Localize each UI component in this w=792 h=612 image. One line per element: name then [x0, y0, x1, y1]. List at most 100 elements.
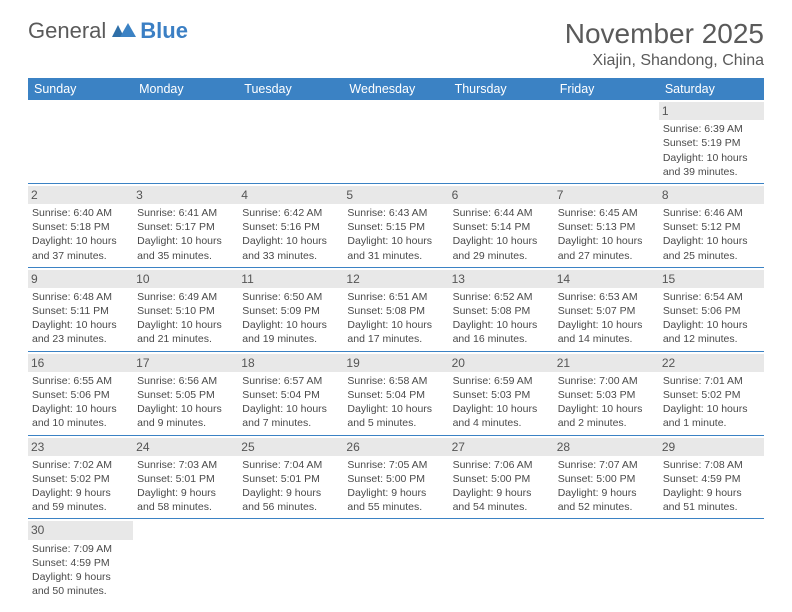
day-number: 9	[28, 270, 133, 288]
calendar-cell: 7Sunrise: 6:45 AMSunset: 5:13 PMDaylight…	[554, 183, 659, 267]
sunrise-line: Sunrise: 6:55 AM	[32, 374, 129, 388]
sunset-line: Sunset: 5:00 PM	[558, 472, 655, 486]
sunrise-line: Sunrise: 6:44 AM	[453, 206, 550, 220]
daylight-line: Daylight: 10 hours and 5 minutes.	[347, 402, 444, 430]
sunrise-line: Sunrise: 6:49 AM	[137, 290, 234, 304]
daylight-line: Daylight: 9 hours and 54 minutes.	[453, 486, 550, 514]
calendar-cell: 8Sunrise: 6:46 AMSunset: 5:12 PMDaylight…	[659, 183, 764, 267]
sunset-line: Sunset: 5:02 PM	[32, 472, 129, 486]
calendar-cell: 21Sunrise: 7:00 AMSunset: 5:03 PMDayligh…	[554, 351, 659, 435]
daylight-line: Daylight: 10 hours and 19 minutes.	[242, 318, 339, 346]
calendar-cell: 19Sunrise: 6:58 AMSunset: 5:04 PMDayligh…	[343, 351, 448, 435]
sunrise-line: Sunrise: 7:05 AM	[347, 458, 444, 472]
day-number: 12	[343, 270, 448, 288]
day-number: 28	[554, 438, 659, 456]
sunset-line: Sunset: 5:01 PM	[242, 472, 339, 486]
day-number: 1	[659, 102, 764, 120]
calendar-cell: 14Sunrise: 6:53 AMSunset: 5:07 PMDayligh…	[554, 267, 659, 351]
calendar-cell: 9 Sunrise: 6:48 AMSunset: 5:11 PMDaylight…	[28, 267, 133, 351]
daylight-line: Daylight: 10 hours and 39 minutes.	[663, 151, 760, 179]
title-block: November 2025 Xiajin, Shandong, China	[565, 18, 764, 70]
sunset-line: Sunset: 5:07 PM	[558, 304, 655, 318]
calendar-cell	[554, 100, 659, 183]
sunrise-line: Sunrise: 6:43 AM	[347, 206, 444, 220]
sunrise-line: Sunrise: 6:45 AM	[558, 206, 655, 220]
daylight-line: Daylight: 10 hours and 17 minutes.	[347, 318, 444, 346]
sunset-line: Sunset: 5:19 PM	[663, 136, 760, 150]
daylight-line: Daylight: 10 hours and 10 minutes.	[32, 402, 129, 430]
daylight-line: Daylight: 10 hours and 21 minutes.	[137, 318, 234, 346]
day-number: 17	[133, 354, 238, 372]
sunrise-line: Sunrise: 7:02 AM	[32, 458, 129, 472]
daylight-line: Daylight: 10 hours and 23 minutes.	[32, 318, 129, 346]
sunrise-line: Sunrise: 6:53 AM	[558, 290, 655, 304]
day-header: Sunday	[28, 78, 133, 100]
day-number: 15	[659, 270, 764, 288]
sunset-line: Sunset: 5:04 PM	[242, 388, 339, 402]
calendar-cell: 23Sunrise: 7:02 AMSunset: 5:02 PMDayligh…	[28, 435, 133, 519]
calendar-cell: 30Sunrise: 7:09 AMSunset: 4:59 PMDayligh…	[28, 519, 133, 602]
daylight-line: Daylight: 9 hours and 58 minutes.	[137, 486, 234, 514]
logo-text-general: General	[28, 18, 106, 44]
day-number: 22	[659, 354, 764, 372]
calendar-cell: 24Sunrise: 7:03 AMSunset: 5:01 PMDayligh…	[133, 435, 238, 519]
daylight-line: Daylight: 10 hours and 12 minutes.	[663, 318, 760, 346]
daylight-line: Daylight: 10 hours and 1 minute.	[663, 402, 760, 430]
calendar-cell: 27Sunrise: 7:06 AMSunset: 5:00 PMDayligh…	[449, 435, 554, 519]
calendar-cell: 15 Sunrise: 6:54 AMSunset: 5:06 PMDayligh…	[659, 267, 764, 351]
sunrise-line: Sunrise: 6:56 AM	[137, 374, 234, 388]
day-number: 26	[343, 438, 448, 456]
sunset-line: Sunset: 5:14 PM	[453, 220, 550, 234]
sunrise-line: Sunrise: 6:48 AM	[32, 290, 129, 304]
sunrise-line: Sunrise: 6:57 AM	[242, 374, 339, 388]
sunset-line: Sunset: 5:11 PM	[32, 304, 129, 318]
calendar-cell: 1 Sunrise: 6:39 AMSunset: 5:19 PMDaylight…	[659, 100, 764, 183]
day-header: Wednesday	[343, 78, 448, 100]
calendar-body: 1Sunrise: 6:39 AMSunset: 5:19 PMDaylight…	[28, 100, 764, 602]
day-header: Saturday	[659, 78, 764, 100]
sunrise-line: Sunrise: 7:08 AM	[663, 458, 760, 472]
page-title-month: November 2025	[565, 18, 764, 50]
daylight-line: Daylight: 10 hours and 7 minutes.	[242, 402, 339, 430]
sunset-line: Sunset: 5:06 PM	[663, 304, 760, 318]
day-number: 10	[133, 270, 238, 288]
day-number: 2	[28, 186, 133, 204]
daylight-line: Daylight: 9 hours and 50 minutes.	[32, 570, 129, 598]
calendar-cell: 13Sunrise: 6:52 AMSunset: 5:08 PMDayligh…	[449, 267, 554, 351]
daylight-line: Daylight: 10 hours and 16 minutes.	[453, 318, 550, 346]
calendar-table: SundayMondayTuesdayWednesdayThursdayFrid…	[28, 78, 764, 602]
calendar-header-row: SundayMondayTuesdayWednesdayThursdayFrid…	[28, 78, 764, 100]
calendar-cell: 4Sunrise: 6:42 AMSunset: 5:16 PMDaylight…	[238, 183, 343, 267]
calendar-cell	[449, 100, 554, 183]
calendar-cell: 28Sunrise: 7:07 AMSunset: 5:00 PMDayligh…	[554, 435, 659, 519]
sunset-line: Sunset: 5:05 PM	[137, 388, 234, 402]
calendar-cell: 12Sunrise: 6:51 AMSunset: 5:08 PMDayligh…	[343, 267, 448, 351]
sunset-line: Sunset: 5:03 PM	[558, 388, 655, 402]
sunrise-line: Sunrise: 6:50 AM	[242, 290, 339, 304]
calendar-cell: 26Sunrise: 7:05 AMSunset: 5:00 PMDayligh…	[343, 435, 448, 519]
day-number: 7	[554, 186, 659, 204]
day-number: 21	[554, 354, 659, 372]
sunrise-line: Sunrise: 7:01 AM	[663, 374, 760, 388]
calendar-cell: 6Sunrise: 6:44 AMSunset: 5:14 PMDaylight…	[449, 183, 554, 267]
day-header: Tuesday	[238, 78, 343, 100]
sunset-line: Sunset: 5:01 PM	[137, 472, 234, 486]
calendar-cell: 16Sunrise: 6:55 AMSunset: 5:06 PMDayligh…	[28, 351, 133, 435]
calendar-cell: 11Sunrise: 6:50 AMSunset: 5:09 PMDayligh…	[238, 267, 343, 351]
daylight-line: Daylight: 10 hours and 37 minutes.	[32, 234, 129, 262]
sunrise-line: Sunrise: 6:39 AM	[663, 122, 760, 136]
sunset-line: Sunset: 5:06 PM	[32, 388, 129, 402]
sunrise-line: Sunrise: 6:54 AM	[663, 290, 760, 304]
calendar-cell	[133, 100, 238, 183]
calendar-cell: 18Sunrise: 6:57 AMSunset: 5:04 PMDayligh…	[238, 351, 343, 435]
logo: General Blue	[28, 18, 188, 44]
sunrise-line: Sunrise: 7:09 AM	[32, 542, 129, 556]
calendar-cell: 17Sunrise: 6:56 AMSunset: 5:05 PMDayligh…	[133, 351, 238, 435]
daylight-line: Daylight: 9 hours and 59 minutes.	[32, 486, 129, 514]
calendar-cell: 25Sunrise: 7:04 AMSunset: 5:01 PMDayligh…	[238, 435, 343, 519]
calendar-cell: 5Sunrise: 6:43 AMSunset: 5:15 PMDaylight…	[343, 183, 448, 267]
sunset-line: Sunset: 5:02 PM	[663, 388, 760, 402]
sunset-line: Sunset: 5:04 PM	[347, 388, 444, 402]
calendar-cell	[133, 519, 238, 602]
calendar-cell	[28, 100, 133, 183]
